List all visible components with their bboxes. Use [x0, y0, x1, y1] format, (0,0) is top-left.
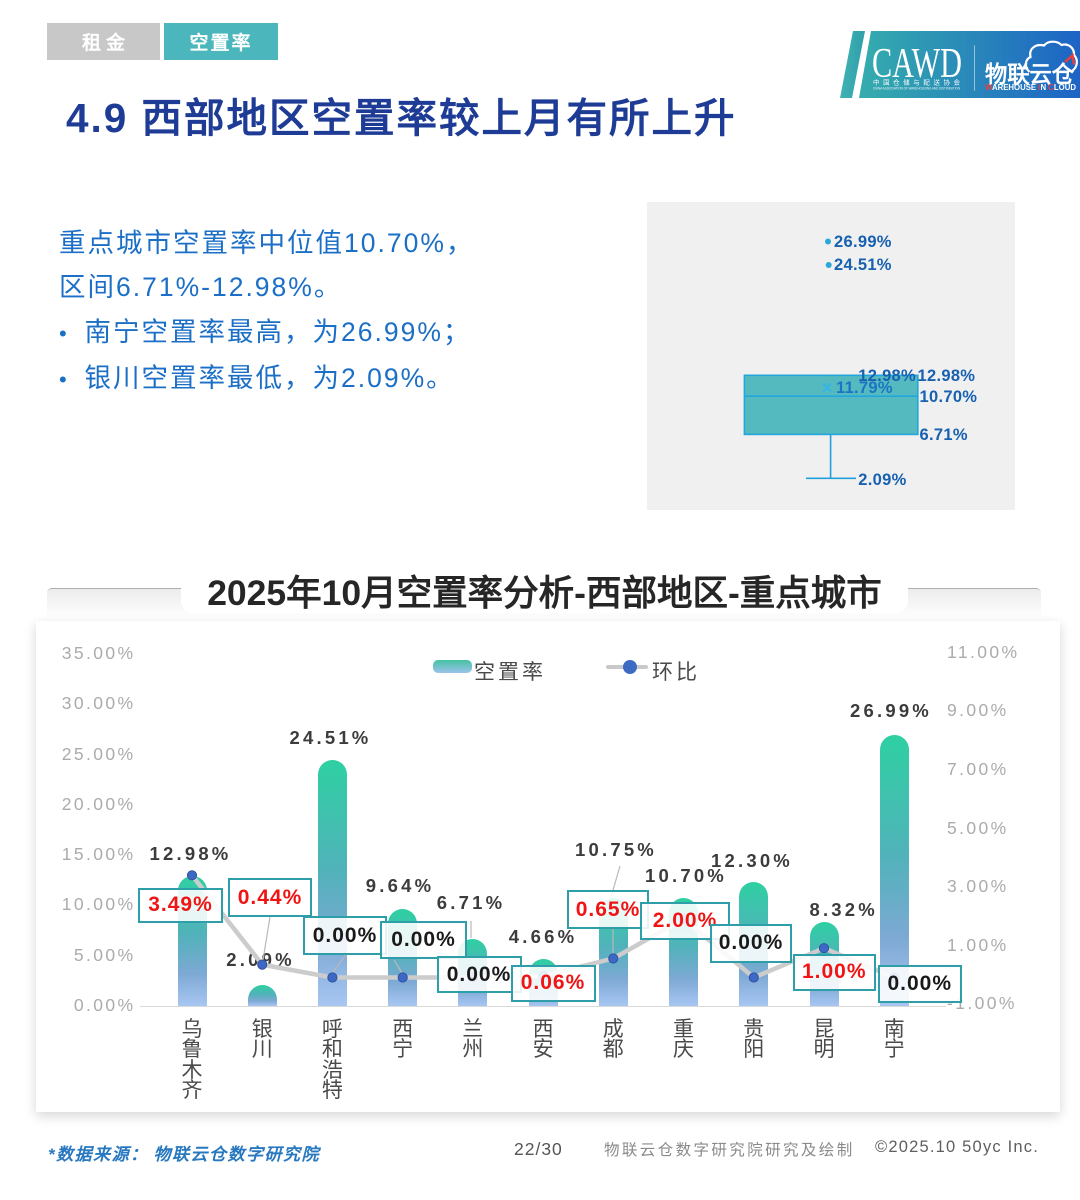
- svg-text:物联云仓: 物联云仓: [985, 61, 1075, 87]
- svg-text:CAWD: CAWD: [872, 41, 962, 87]
- svg-text:CHINA ASSOCIATION OF WAREHOUSI: CHINA ASSOCIATION OF WAREHOUSING AND DIS…: [873, 87, 960, 91]
- svg-text:×: ×: [822, 378, 833, 399]
- svg-text:WAREHOUSE IN CLOUD: WAREHOUSE IN CLOUD: [985, 83, 1076, 92]
- svg-text:中国仓储与配送协会: 中国仓储与配送协会: [873, 78, 961, 87]
